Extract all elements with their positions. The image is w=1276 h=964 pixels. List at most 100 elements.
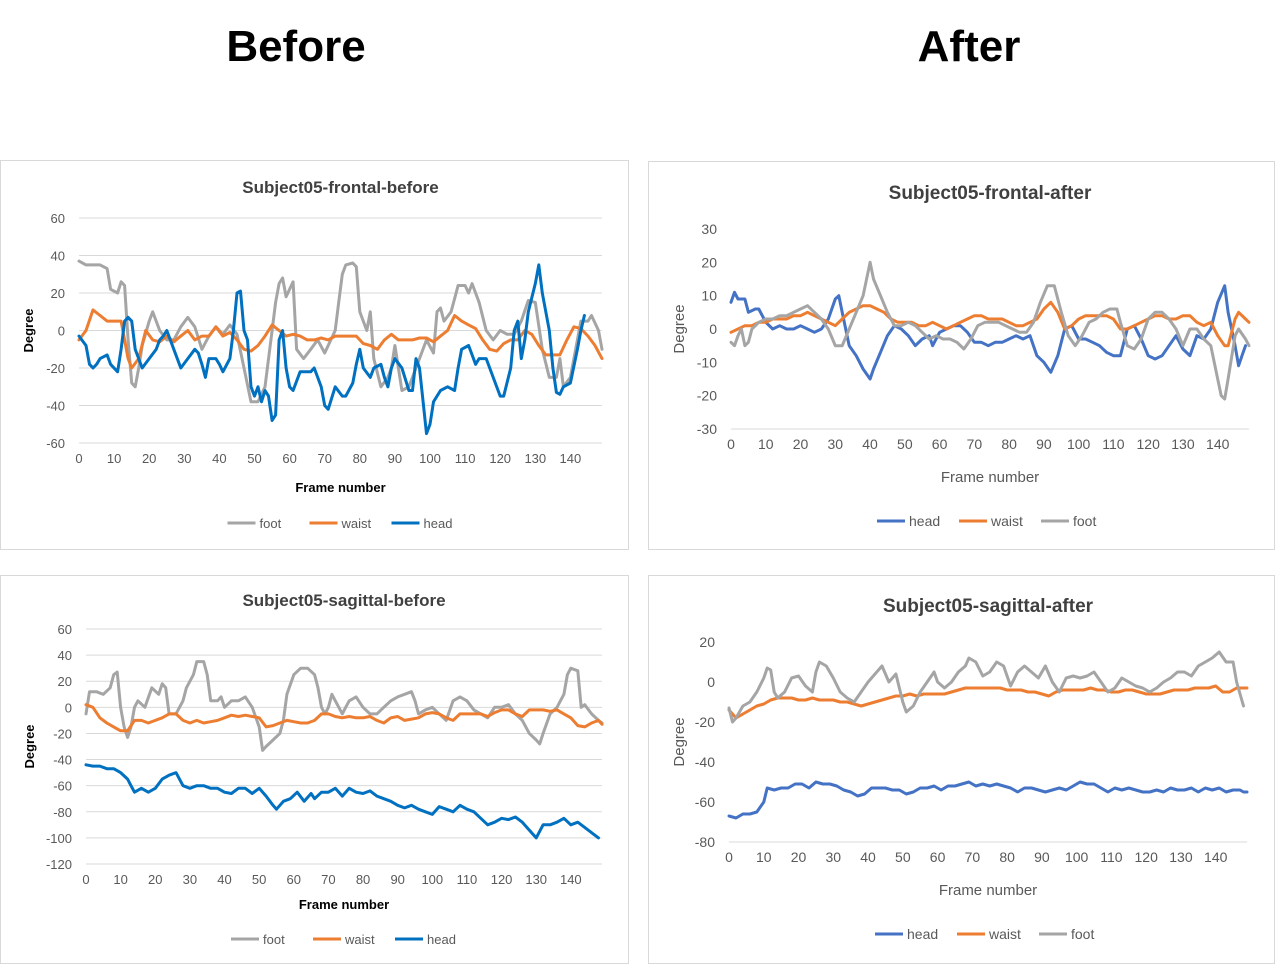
x-tick-label: 20 [791, 849, 807, 865]
x-tick-label: 20 [142, 451, 156, 466]
y-tick-label: 0 [707, 674, 715, 690]
x-tick-label: 100 [421, 872, 443, 887]
y-tick-label: -40 [46, 399, 65, 414]
x-tick-label: 80 [1001, 436, 1017, 452]
y-tick-label: 60 [51, 211, 65, 226]
x-axis-label: Frame number [941, 469, 1039, 486]
x-tick-label: 120 [1137, 436, 1161, 452]
y-tick-label: -30 [697, 421, 717, 437]
x-tick-label: 130 [524, 451, 546, 466]
legend-label-waist: waist [344, 932, 375, 947]
chart-panel-sagittal-after: Subject05-sagittal-after 20 0 -20 -40 -60 -80 0… [648, 575, 1275, 964]
x-tick-label: 60 [930, 849, 946, 865]
x-tick-label: 140 [560, 872, 582, 887]
x-tick-label: 60 [932, 436, 948, 452]
before-heading: Before [226, 22, 366, 71]
x-tick-label: 0 [82, 872, 89, 887]
frontal-after-chart: Subject05-frontal-after 30 20 10 0 -10 -20 -30 0… [671, 183, 1251, 529]
x-tick-label: 70 [965, 849, 981, 865]
sagittal-before-chart: Subject05-sagittal-before 60 40 20 0 -20 -40 -6… [22, 591, 604, 947]
series-line-waist [727, 684, 1249, 720]
y-tick-label: 10 [701, 288, 717, 304]
x-tick-label: 90 [1034, 849, 1050, 865]
chart-title: Subject05-frontal-after [889, 183, 1092, 204]
x-tick-label: 110 [455, 451, 476, 466]
y-tick-label: 0 [65, 700, 72, 715]
x-tick-label: 30 [826, 849, 842, 865]
y-axis-label: Degree [671, 304, 688, 353]
series-line-foot [77, 259, 604, 404]
chart-panel-frontal-before: Subject05-frontal-before 60 40 20 0 -20 -40 -60… [0, 160, 629, 550]
legend-label-waist: waist [988, 926, 1021, 942]
x-tick-label: 80 [999, 849, 1015, 865]
frontal-before-chart: Subject05-frontal-before 60 40 20 0 -20 -40 -60… [21, 178, 604, 531]
chart-panel-sagittal-before: Subject05-sagittal-before 60 40 20 0 -20 -40 -6… [0, 575, 629, 964]
series-line-foot [84, 660, 604, 752]
y-tick-label: -10 [697, 354, 717, 370]
series-line-head [84, 763, 600, 840]
x-tick-label: 120 [1135, 849, 1159, 865]
x-tick-label: 100 [419, 451, 441, 466]
x-tick-label: 0 [727, 436, 735, 452]
series-line-head [77, 263, 586, 436]
y-tick-label: -20 [695, 714, 715, 730]
y-tick-label: -60 [46, 436, 65, 451]
y-tick-label: -40 [695, 754, 715, 770]
legend-label-foot: foot [1071, 926, 1094, 942]
x-axis-label: Frame number [295, 480, 385, 495]
y-tick-label: 40 [51, 249, 65, 264]
y-tick-label: -20 [697, 388, 717, 404]
legend-label-head: head [427, 932, 456, 947]
y-tick-label: 40 [58, 648, 72, 663]
y-tick-label: -60 [53, 779, 72, 794]
legend-label-foot: foot [260, 516, 282, 531]
legend-label-waist: waist [990, 513, 1023, 529]
x-tick-label: 130 [525, 872, 547, 887]
series-line-foot [729, 260, 1251, 401]
x-tick-label: 130 [1171, 436, 1195, 452]
x-tick-label: 140 [560, 451, 582, 466]
x-tick-label: 20 [793, 436, 809, 452]
y-tick-label: -20 [53, 726, 72, 741]
x-tick-label: 40 [217, 872, 231, 887]
y-tick-label: 30 [701, 221, 717, 237]
x-tick-label: 40 [212, 451, 226, 466]
after-heading: After [917, 22, 1021, 71]
y-axis-label: Degree [22, 724, 37, 768]
x-axis-label: Frame number [939, 882, 1037, 899]
y-tick-label: 20 [51, 286, 65, 301]
x-tick-label: 50 [247, 451, 261, 466]
x-tick-label: 120 [491, 872, 513, 887]
legend-label-foot: foot [263, 932, 285, 947]
x-tick-label: 60 [282, 451, 296, 466]
y-tick-label: -120 [46, 857, 72, 872]
x-tick-label: 70 [967, 436, 983, 452]
y-tick-label: 0 [709, 321, 717, 337]
series-line-foot [727, 650, 1245, 724]
legend-label-foot: foot [1073, 513, 1096, 529]
y-tick-label: -80 [53, 805, 72, 820]
chart-title: Subject05-frontal-before [242, 178, 438, 197]
x-axis-label: Frame number [299, 897, 389, 912]
x-tick-label: 40 [860, 849, 876, 865]
y-tick-label: -100 [46, 831, 72, 846]
legend-label-head: head [909, 513, 940, 529]
x-tick-label: 10 [758, 436, 774, 452]
x-tick-label: 90 [390, 872, 404, 887]
x-tick-label: 50 [897, 436, 913, 452]
y-tick-label: 20 [701, 254, 717, 270]
x-tick-label: 130 [1169, 849, 1193, 865]
y-axis-label: Degree [21, 308, 36, 352]
x-tick-label: 50 [895, 849, 911, 865]
x-tick-label: 0 [75, 451, 82, 466]
x-tick-label: 30 [177, 451, 191, 466]
series-line-head [729, 284, 1247, 381]
x-tick-label: 140 [1206, 436, 1230, 452]
x-tick-label: 40 [862, 436, 878, 452]
series-line-waist [84, 703, 604, 733]
x-tick-label: 70 [321, 872, 335, 887]
x-tick-label: 10 [107, 451, 121, 466]
x-tick-label: 140 [1204, 849, 1228, 865]
y-tick-label: 20 [58, 674, 72, 689]
sagittal-after-chart: Subject05-sagittal-after 20 0 -20 -40 -60 -80 0… [671, 596, 1249, 942]
